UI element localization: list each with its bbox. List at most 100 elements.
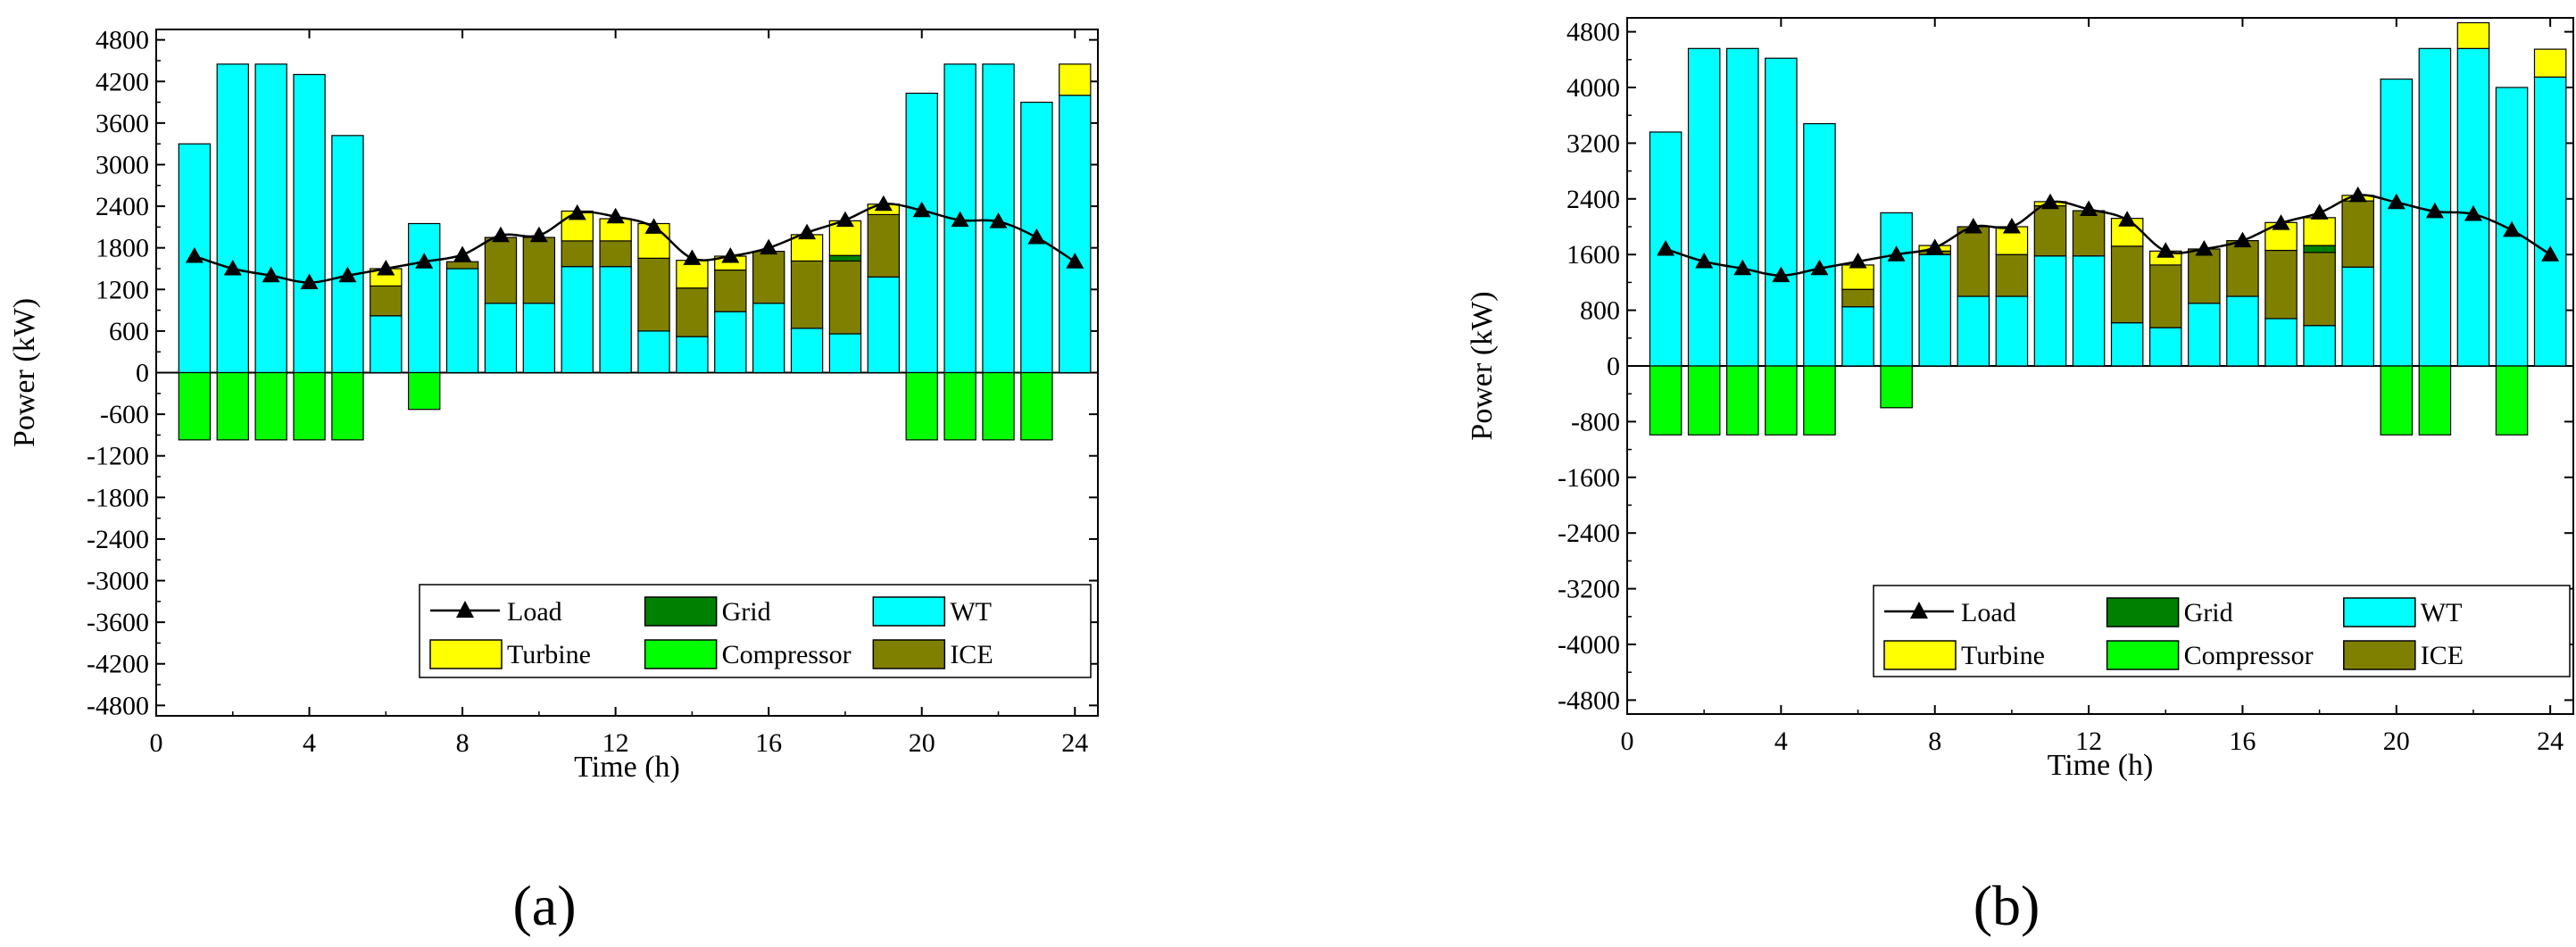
bar-ice [2148, 264, 2182, 328]
bar-ice [1995, 253, 2029, 297]
bar-ice [2033, 205, 2067, 257]
bar-compressor [178, 371, 212, 441]
load-marker [1849, 253, 1867, 269]
bar-grid [828, 254, 862, 262]
bar-compressor [1765, 365, 1798, 436]
bar-wt [1957, 295, 1990, 367]
bar-wt [867, 276, 901, 374]
load-marker [491, 226, 510, 243]
x-tick-label: 20 [909, 728, 935, 758]
y-tick-label: -1600 [1558, 463, 1620, 493]
load-marker [683, 249, 702, 265]
bar-turbine [2303, 217, 2336, 246]
bar-wt [2303, 325, 2336, 367]
x-tick-label: 16 [755, 728, 782, 758]
load-marker [2541, 245, 2560, 262]
y-tick-label: 2400 [96, 192, 149, 221]
x-axis-title: Time (h) [2048, 749, 2154, 782]
x-tick-label: 12 [602, 728, 629, 758]
bar-wt [2188, 303, 2221, 367]
load-marker [1925, 238, 1944, 254]
bar-ice [828, 260, 862, 335]
legend-label-ice: ICE [950, 640, 993, 669]
bar-ice [714, 269, 747, 312]
bar-wt [790, 328, 824, 374]
load-marker [1066, 253, 1084, 269]
bar-ice [445, 261, 479, 270]
y-tick-label: -4800 [87, 691, 149, 720]
load-marker [1027, 228, 1046, 245]
bar-wt [2072, 255, 2106, 367]
bar-wt [216, 63, 249, 374]
y-tick-label: 4800 [1566, 18, 1620, 47]
legend-swatch-compressor [644, 639, 718, 669]
y-tick-label: 1200 [96, 275, 149, 304]
load-marker [1695, 253, 1714, 269]
bar-ice [1957, 226, 1990, 297]
legend-box [1873, 585, 2571, 677]
load-marker [2233, 231, 2252, 248]
x-tick-label: 20 [2383, 727, 2410, 756]
bar-ice [2188, 248, 2221, 304]
load-marker [606, 207, 625, 224]
bar-ice [752, 250, 785, 304]
y-tick-label: 3000 [96, 150, 149, 179]
load-marker [989, 212, 1008, 228]
bar-wt [2033, 255, 2067, 367]
load-marker [951, 211, 969, 228]
load-line [194, 203, 1076, 284]
x-tick-label: 12 [2075, 727, 2102, 756]
bar-wt [561, 266, 594, 374]
load-marker [2156, 242, 2175, 258]
legend-swatch-turbine [429, 639, 503, 669]
y-axis-title: Power (kW) [8, 298, 41, 447]
bar-wt [1059, 95, 1092, 374]
bar-compressor [293, 371, 326, 441]
legend-label-compressor: Compressor [2184, 641, 2314, 670]
x-tick-label: 0 [1621, 727, 1634, 756]
load-marker [185, 247, 204, 263]
load-marker [262, 266, 280, 283]
bar-wt [828, 333, 862, 374]
legend-label-wt: WT [2421, 598, 2463, 627]
y-tick-label: -600 [100, 400, 149, 429]
load-marker [760, 238, 778, 255]
load-marker [912, 201, 931, 218]
load-marker [1657, 239, 1675, 256]
y-tick-label: -4800 [1558, 685, 1620, 715]
load-marker [300, 273, 319, 290]
bar-wt [2148, 327, 2182, 367]
load-marker [2195, 239, 2214, 256]
bar-wt [2110, 322, 2144, 367]
bar-wt [714, 311, 747, 374]
x-tick-label: 24 [1061, 728, 1088, 758]
bar-wt [2264, 318, 2298, 367]
bar-compressor [905, 371, 938, 441]
y-tick-label: -3000 [87, 567, 149, 596]
bar-compressor [408, 371, 441, 411]
load-marker [377, 259, 395, 276]
load-marker [2272, 214, 2290, 230]
legend-label-grid: Grid [722, 597, 771, 627]
y-tick-label: -3200 [1558, 575, 1620, 604]
bar-wt [331, 135, 364, 374]
legend-swatch-compressor [2106, 640, 2180, 670]
load-marker [1733, 259, 1752, 276]
load-marker [2425, 202, 2444, 219]
legend-label-wt: WT [950, 597, 992, 627]
y-tick-label: 0 [136, 359, 149, 388]
bar-ice [370, 285, 403, 317]
y-tick-label: -2400 [1558, 519, 1620, 548]
load-marker [1772, 266, 1791, 283]
legend-label-turbine: Turbine [507, 640, 591, 669]
legend-swatch-grid [644, 596, 718, 627]
x-tick-label: 4 [1774, 727, 1788, 756]
chart-panel-a: -4800 -4200 -3600 -3000 -2400 -1800 -1200 -600 0… [8, 26, 1099, 937]
legend-label-grid: Grid [2184, 598, 2233, 627]
load-marker [2310, 204, 2329, 220]
bar-wt [1880, 212, 1913, 367]
bar-ice [2341, 200, 2374, 268]
bar-grid [2303, 245, 2336, 253]
load-marker [874, 195, 893, 212]
load-marker [2503, 220, 2522, 237]
